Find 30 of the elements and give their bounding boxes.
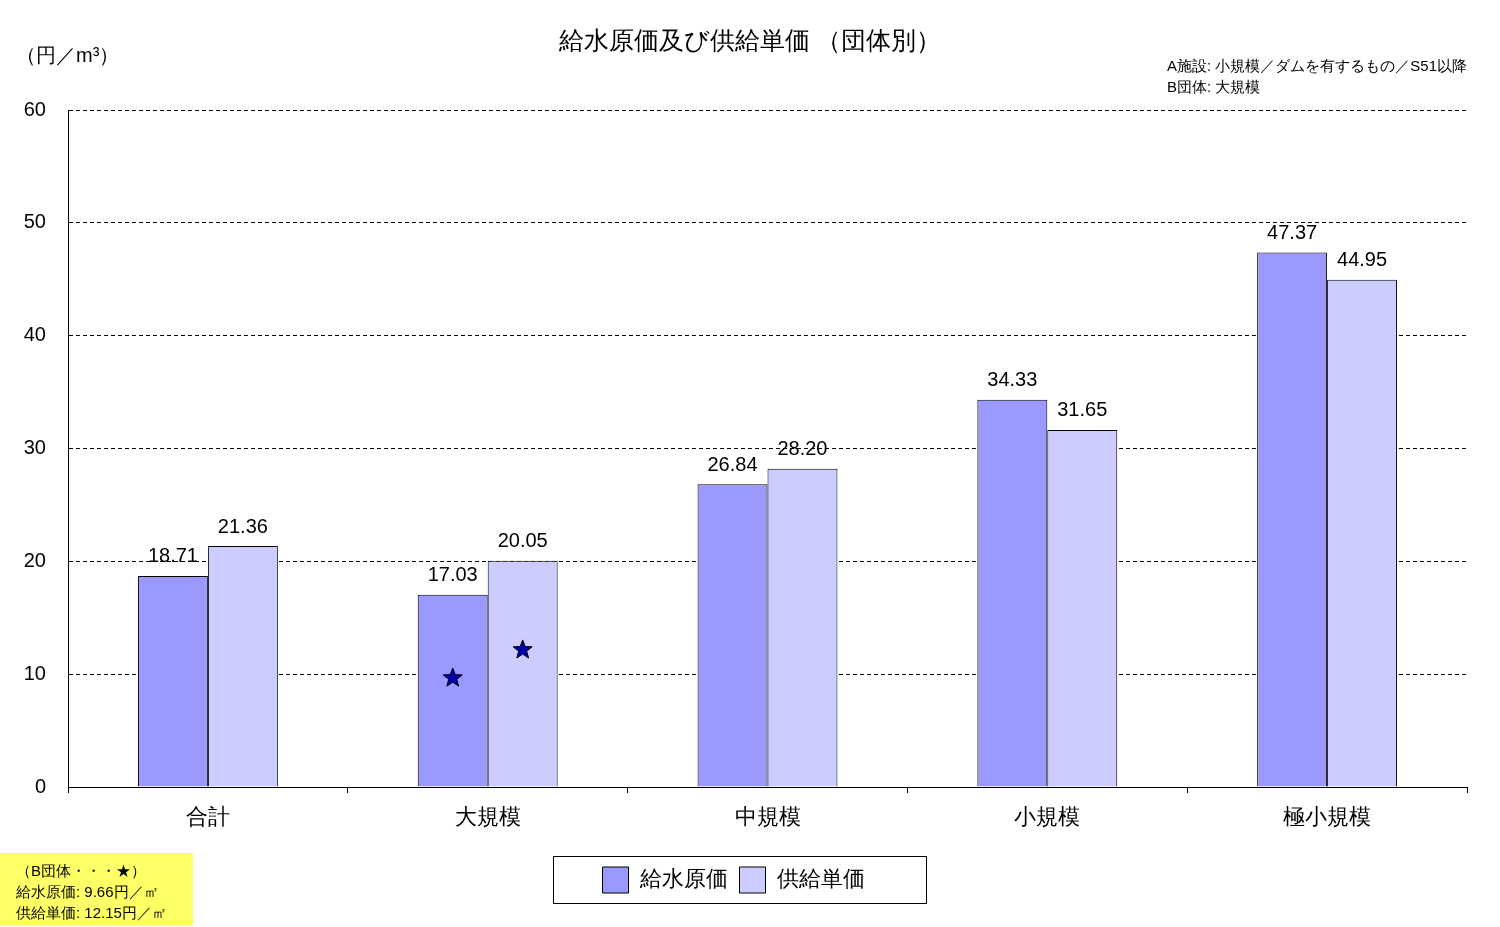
y-tick-label: 60 bbox=[23, 97, 46, 120]
text: （B団体・・・★） bbox=[16, 861, 147, 881]
y-tick-label: 40 bbox=[23, 323, 46, 346]
chart-title: 給水原価及び供給単価 （団体別） bbox=[558, 26, 942, 54]
data-label: 28.20 bbox=[777, 437, 828, 460]
x-tick-label: 極小規模 bbox=[1283, 804, 1372, 830]
data-label: 34.33 bbox=[987, 368, 1038, 391]
x-tick-label: 小規模 bbox=[1014, 804, 1081, 830]
x-tick-label: 中規模 bbox=[734, 804, 801, 830]
text: B団体: 大規模 bbox=[1167, 77, 1262, 97]
y-tick-label: 20 bbox=[23, 548, 46, 571]
y-tick-label: 50 bbox=[23, 210, 46, 233]
data-label: 47.37 bbox=[1267, 221, 1318, 244]
text: 供給単価: 12.15円／㎡ bbox=[16, 903, 168, 923]
data-label: 20.05 bbox=[497, 529, 548, 552]
data-label: 44.95 bbox=[1337, 248, 1388, 271]
data-label: 31.65 bbox=[1057, 398, 1108, 421]
y-tick-label: 30 bbox=[23, 436, 46, 459]
legend-label: 給水原価 bbox=[638, 866, 728, 892]
text: A施設: 小規模／ダムを有するもの／S51以降 bbox=[1167, 56, 1468, 76]
text: 給水原価: 9.66円／㎡ bbox=[16, 882, 160, 902]
y-axis-title: （円／m³） bbox=[16, 43, 120, 68]
data-label: 17.03 bbox=[427, 563, 478, 586]
y-tick-label: 0 bbox=[34, 774, 46, 797]
x-tick-label: 大規模 bbox=[454, 804, 521, 830]
data-label: 21.36 bbox=[217, 514, 268, 537]
legend-label: 供給単価 bbox=[776, 866, 865, 892]
x-tick-label: 合計 bbox=[185, 804, 230, 830]
y-tick-label: 10 bbox=[23, 661, 46, 684]
data-label: 26.84 bbox=[707, 452, 758, 475]
